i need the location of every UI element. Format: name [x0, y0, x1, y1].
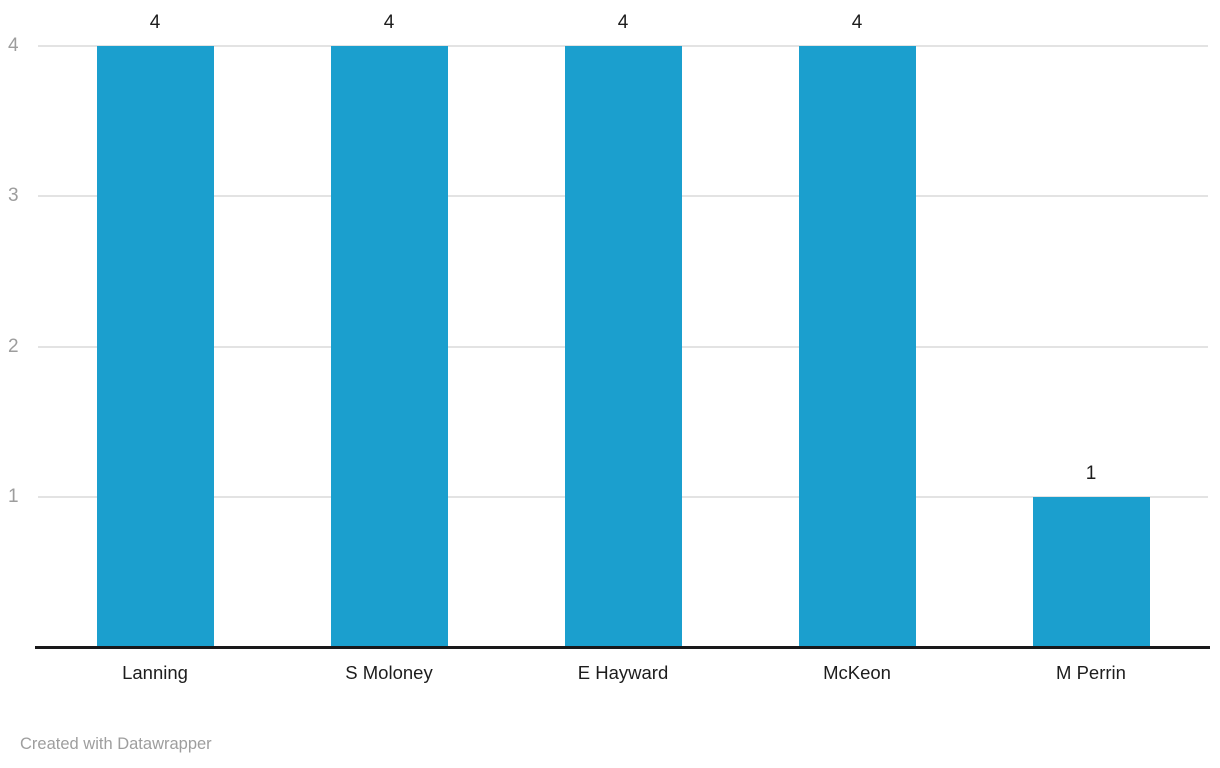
x-category-label: M Perrin [1056, 662, 1126, 683]
bar-value-label: 4 [617, 12, 629, 33]
bar-value-label: 4 [851, 12, 863, 33]
x-category-label: S Moloney [345, 662, 433, 683]
x-category-label: McKeon [823, 662, 891, 683]
bar[interactable] [1032, 496, 1150, 647]
bar[interactable] [564, 46, 682, 647]
x-category-label: Lanning [122, 662, 188, 683]
y-tick-label: 1 [8, 485, 19, 507]
x-axis-line [35, 646, 1210, 649]
y-tick-label: 3 [8, 185, 19, 207]
bar-value-label: 1 [1085, 462, 1097, 484]
x-category-label: E Hayward [577, 662, 669, 683]
bar-value-label: 4 [383, 12, 395, 33]
bar[interactable] [798, 46, 916, 647]
bar[interactable] [96, 46, 214, 647]
y-tick-label: 2 [8, 335, 19, 357]
bar-value-label: 4 [149, 12, 161, 33]
bar[interactable] [330, 46, 448, 647]
y-tick-label: 4 [8, 35, 19, 56]
attribution-text: Created with Datawrapper [20, 735, 212, 753]
